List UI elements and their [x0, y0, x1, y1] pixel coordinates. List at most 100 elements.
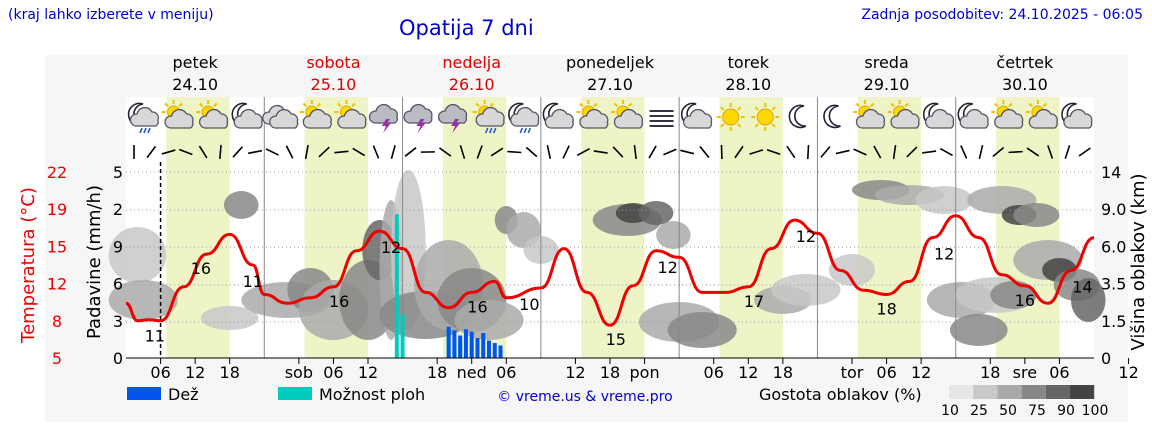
lightning-bolt [416, 119, 426, 133]
wind-arrow [699, 146, 710, 158]
sun-cloud-icon [161, 100, 194, 129]
cloud-height-axis-label: Višina oblakov (km) [1128, 173, 1149, 350]
wind-arrow [562, 145, 570, 159]
temperature-axis-label: Temperatura (°C) [18, 187, 39, 344]
rain-bar [498, 345, 503, 358]
sun-ray [178, 102, 183, 108]
sun-icon [716, 103, 745, 131]
precipitation-tick: 0 [113, 349, 123, 368]
moon-cloud-icon [1061, 102, 1093, 129]
cloud-patch [656, 221, 691, 249]
x-tick-label: tor [841, 363, 864, 382]
cloud-density-swatch [997, 385, 1022, 399]
wind-arrow [939, 147, 953, 157]
rain-drop [139, 127, 143, 134]
cloud-shape [403, 103, 433, 124]
cloud-height-tick: 3.5 [1101, 275, 1126, 294]
cloud-shape [890, 108, 920, 129]
page-title: Opatija 7 dni [399, 16, 534, 40]
legend: Dež Možnost ploh © vreme.us & vreme.pro Gos… [127, 385, 1108, 419]
temperature-label: 11 [145, 327, 165, 346]
cloud-patch [828, 254, 876, 286]
wind-arrow [232, 146, 243, 158]
rain-drop [484, 127, 489, 134]
sun-cloud-icon [611, 100, 643, 129]
temperature-label: 17 [744, 292, 764, 311]
cloud-density-level: 25 [970, 403, 988, 419]
weather-icons [127, 100, 1093, 134]
cloud-density-swatch [1070, 385, 1095, 399]
temperature-tick: 15 [47, 237, 67, 256]
cloud-shape [994, 108, 1024, 129]
wind-arrow [633, 144, 637, 160]
wind-arrow [766, 148, 781, 156]
temperature-tick: 12 [47, 275, 67, 294]
temperature-line [125, 214, 1095, 327]
sun-ray [579, 102, 584, 108]
sun-ray [754, 123, 759, 128]
sun-cloud-icon [887, 100, 920, 129]
cloud-lightning-icon [437, 103, 468, 133]
moon-shape [788, 104, 807, 129]
fog-icon [649, 110, 674, 127]
wind-arrow [525, 146, 538, 158]
wind-arrow [476, 145, 483, 159]
temperature-label: 14 [1072, 277, 1092, 296]
cloud-density-level: 90 [1057, 403, 1075, 419]
x-tick-label: sre [1013, 363, 1037, 382]
day-name: četrtek [996, 53, 1054, 72]
cloud-shape [269, 108, 299, 129]
cloud-shape [437, 103, 468, 124]
location-note[interactable]: (kraj lahko izberete v meniju) [8, 7, 214, 23]
rain-bar [446, 326, 451, 358]
sun-ray [737, 106, 742, 111]
cloud-patch [108, 227, 167, 283]
sun-ray [1028, 102, 1033, 108]
shower-swatch [278, 387, 312, 400]
cloud-patch [915, 186, 973, 214]
x-tick-label: sob [285, 363, 313, 382]
temperature-label: 16 [191, 259, 211, 278]
day-date: 25.10 [311, 75, 357, 94]
cloud-lightning-icon [368, 103, 398, 133]
rain-bar [481, 333, 486, 358]
day-date: 29.10 [864, 75, 910, 94]
cloud-density-level: 100 [1082, 403, 1109, 419]
cloud-density-swatch [949, 385, 974, 399]
axes: 5 8 12 15 19 22 0 3 6 9 2 5 0 1.5 3.5 6.0 9.0 14 Temperatu… [18, 163, 1149, 382]
wind-arrow [146, 145, 157, 159]
cloud-patch [667, 312, 737, 348]
sun-ray [737, 123, 742, 128]
wind-arrow [806, 144, 810, 160]
cloud-height-tick: 6.0 [1101, 237, 1126, 256]
sun-ray [720, 106, 725, 111]
rain-legend-label: Dež [168, 385, 199, 404]
x-tick-label: 12 [1118, 363, 1138, 382]
last-updated: Zadnja posodobitev: 24.10.2025 - 06:05 [861, 7, 1143, 23]
cloud-shape [682, 108, 713, 129]
sun-cloud-icon [853, 100, 885, 129]
x-tick-label: 18 [600, 363, 620, 382]
sun-ray [869, 102, 875, 108]
cloud-icon [262, 104, 299, 129]
day-name: ponedeljek [566, 53, 655, 72]
cloud-shape [198, 108, 229, 129]
cloud-density-swatch [1045, 385, 1070, 399]
wind-arrow [198, 145, 208, 159]
temperature-label: 16 [329, 292, 349, 311]
cloud-height-tick: 9.0 [1101, 200, 1126, 219]
sun-ray [489, 102, 494, 108]
sun-ray [771, 123, 776, 128]
sun-ray [337, 102, 342, 108]
cloud-patch [771, 274, 841, 306]
temperature-label: 11 [243, 272, 263, 291]
cloud-shape [164, 108, 194, 129]
day-name: sobota [306, 53, 360, 72]
cloud-shape [544, 108, 574, 129]
cloud-shape [337, 108, 367, 129]
cloud-density-level: 10 [941, 403, 959, 419]
cloud-patch [454, 300, 524, 340]
wind-arrow [490, 147, 504, 157]
shower-bar [394, 214, 399, 358]
wind-arrow [1026, 147, 1040, 157]
